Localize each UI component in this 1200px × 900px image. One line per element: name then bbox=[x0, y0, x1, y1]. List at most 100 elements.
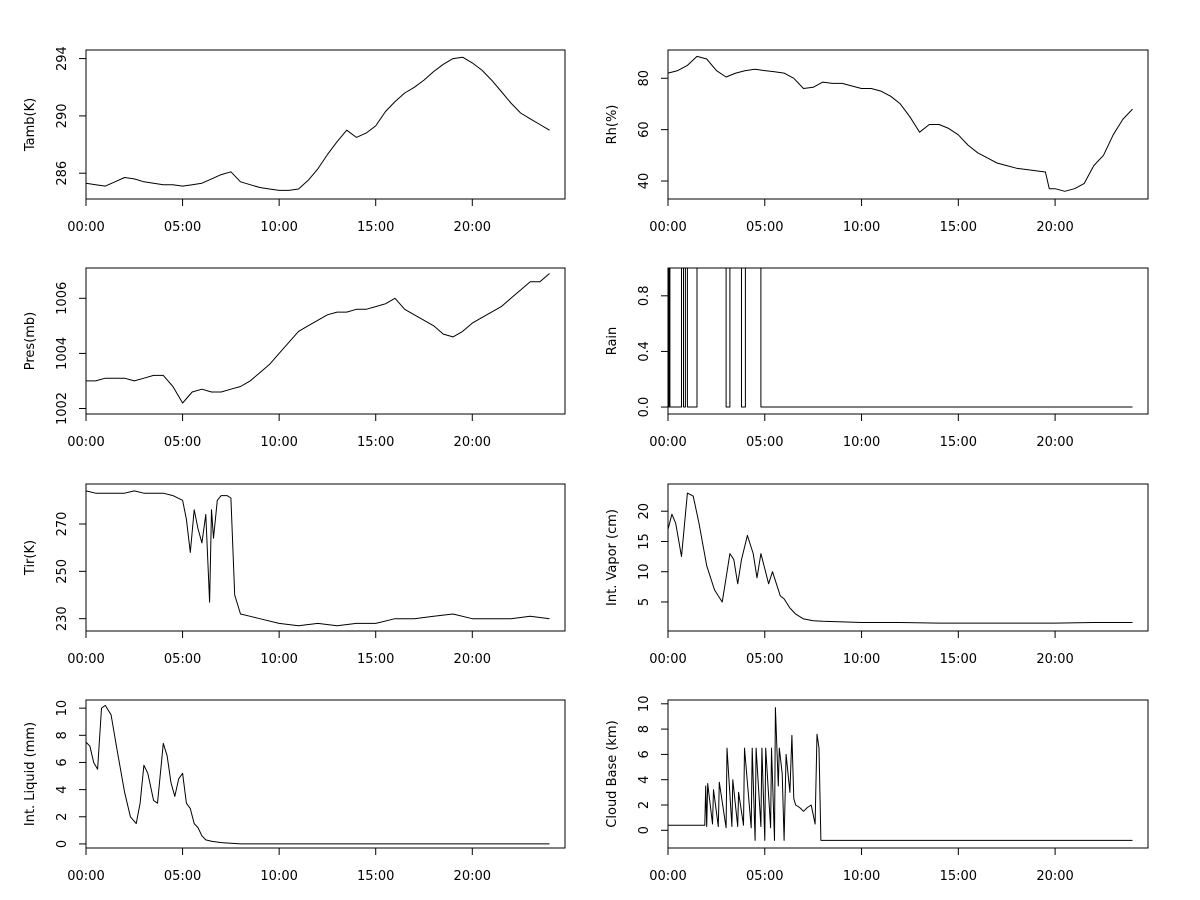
x-tick-label: 00:00 bbox=[649, 652, 686, 667]
y-tick-label: 8 bbox=[637, 725, 652, 733]
y-tick-label: 1006 bbox=[55, 282, 70, 315]
x-tick-label: 05:00 bbox=[746, 220, 783, 235]
x-tick-label: 15:00 bbox=[357, 652, 394, 667]
y-axis-label: Pres(mb) bbox=[23, 312, 38, 371]
y-tick-label: 4 bbox=[55, 785, 70, 793]
series-line bbox=[668, 267, 1133, 408]
x-tick-label: 05:00 bbox=[164, 652, 201, 667]
x-tick-label: 15:00 bbox=[940, 435, 977, 450]
y-tick-label: 20 bbox=[637, 503, 652, 520]
y-tick-label: 6 bbox=[637, 750, 652, 758]
x-tick-label: 00:00 bbox=[649, 220, 686, 235]
x-tick-label: 15:00 bbox=[940, 652, 977, 667]
series-line bbox=[85, 56, 550, 191]
plot-frame bbox=[667, 49, 1149, 200]
x-tick-label: 15:00 bbox=[357, 220, 394, 235]
x-tick-label: 00:00 bbox=[67, 220, 104, 235]
x-tick-label: 20:00 bbox=[454, 652, 491, 667]
y-tick-label: 2 bbox=[637, 801, 652, 809]
plot-frame bbox=[667, 699, 1149, 849]
y-tick-label: 2 bbox=[55, 813, 70, 821]
y-tick-label: 1002 bbox=[55, 392, 70, 425]
x-tick-label: 15:00 bbox=[940, 220, 977, 235]
y-tick-label: 4 bbox=[637, 776, 652, 784]
x-tick-label: 20:00 bbox=[1036, 869, 1073, 884]
y-tick-label: 8 bbox=[55, 731, 70, 739]
y-axis-label: Rain bbox=[605, 327, 620, 356]
x-tick-label: 05:00 bbox=[746, 652, 783, 667]
y-axis-label: Int. Vapor (cm) bbox=[605, 509, 620, 606]
y-tick-label: 1004 bbox=[55, 337, 70, 370]
x-tick-label: 10:00 bbox=[843, 220, 880, 235]
plot-frame bbox=[85, 267, 566, 415]
y-tick-label: 40 bbox=[637, 173, 652, 190]
y-tick-label: 294 bbox=[55, 46, 70, 71]
x-tick-label: 10:00 bbox=[843, 869, 880, 884]
y-tick-label: 0 bbox=[637, 826, 652, 834]
plot-frame bbox=[85, 699, 566, 849]
x-tick-label: 10:00 bbox=[260, 435, 297, 450]
x-tick-label: 10:00 bbox=[260, 220, 297, 235]
panel-5: 00:00 05:00 10:00 15:00 20:00 230 250 270 Tir(K) bbox=[23, 483, 566, 667]
x-tick-label: 20:00 bbox=[1036, 435, 1073, 450]
x-tick-label: 00:00 bbox=[67, 435, 104, 450]
x-tick-label: 00:00 bbox=[649, 869, 686, 884]
y-tick-label: 10 bbox=[55, 700, 70, 717]
panel-6: 00:00 05:00 10:00 15:00 20:00 5 10 15 20 Int. Vap… bbox=[605, 483, 1149, 667]
x-tick-label: 05:00 bbox=[746, 435, 783, 450]
x-tick-label: 10:00 bbox=[260, 869, 297, 884]
plot-frame bbox=[667, 483, 1149, 632]
plot-frame bbox=[85, 49, 566, 200]
y-tick-label: 10 bbox=[637, 563, 652, 580]
series-line bbox=[85, 704, 550, 845]
x-tick-label: 10:00 bbox=[843, 435, 880, 450]
panel-7: 00:00 05:00 10:00 15:00 20:00 0 2 4 6 8 10 Int. Liq… bbox=[23, 699, 566, 884]
series-line bbox=[668, 707, 1133, 841]
x-tick-label: 05:00 bbox=[164, 435, 201, 450]
y-tick-label: 230 bbox=[55, 606, 70, 631]
y-tick-label: 290 bbox=[55, 103, 70, 128]
panel-3: 00:00 05:00 10:00 15:00 20:00 1002 1004 1006 Pre… bbox=[23, 267, 566, 450]
y-tick-label: 0.8 bbox=[637, 285, 652, 306]
y-tick-label: 60 bbox=[637, 121, 652, 138]
x-tick-label: 00:00 bbox=[67, 869, 104, 884]
panel-2: 00:00 05:00 10:00 15:00 20:00 40 60 80 Rh(%) bbox=[605, 49, 1149, 235]
x-tick-label: 05:00 bbox=[164, 869, 201, 884]
x-tick-label: 20:00 bbox=[454, 435, 491, 450]
y-tick-label: 286 bbox=[55, 161, 70, 186]
y-tick-label: 250 bbox=[55, 559, 70, 584]
y-tick-label: 270 bbox=[55, 512, 70, 537]
panel-4: 00:00 05:00 10:00 15:00 20:00 0.0 0.4 0.8 Rain bbox=[605, 267, 1149, 450]
x-tick-label: 10:00 bbox=[843, 652, 880, 667]
x-tick-label: 05:00 bbox=[746, 869, 783, 884]
y-axis-label: Int. Liquid (mm) bbox=[23, 722, 38, 826]
panel-8: 00:00 05:00 10:00 15:00 20:00 0 2 4 6 8 10 Cloud Ba… bbox=[605, 696, 1149, 884]
plot-frame bbox=[667, 267, 1149, 415]
panel-1: 00:00 05:00 10:00 15:00 20:00 286 290 294 Tamb(K… bbox=[23, 46, 566, 235]
x-tick-label: 15:00 bbox=[940, 869, 977, 884]
y-tick-label: 0 bbox=[55, 840, 70, 848]
series-line bbox=[667, 492, 1133, 624]
y-tick-label: 80 bbox=[637, 70, 652, 87]
x-tick-label: 15:00 bbox=[357, 435, 394, 450]
x-tick-label: 10:00 bbox=[260, 652, 297, 667]
y-tick-label: 0.0 bbox=[637, 397, 652, 418]
y-tick-label: 6 bbox=[55, 758, 70, 766]
plot-frame bbox=[85, 483, 566, 632]
y-tick-label: 5 bbox=[637, 598, 652, 606]
y-axis-label: Cloud Base (km) bbox=[605, 720, 620, 827]
y-tick-label: 0.4 bbox=[637, 341, 652, 362]
x-tick-label: 20:00 bbox=[1036, 652, 1073, 667]
x-tick-label: 20:00 bbox=[454, 220, 491, 235]
y-axis-label: Tamb(K) bbox=[23, 98, 38, 152]
series-line bbox=[667, 55, 1133, 192]
x-tick-label: 20:00 bbox=[1036, 220, 1073, 235]
x-tick-label: 00:00 bbox=[67, 652, 104, 667]
series-line bbox=[85, 490, 550, 627]
x-tick-label: 20:00 bbox=[454, 869, 491, 884]
y-tick-label: 15 bbox=[637, 533, 652, 550]
y-axis-label: Rh(%) bbox=[605, 105, 620, 145]
x-tick-label: 05:00 bbox=[164, 220, 201, 235]
y-axis-label: Tir(K) bbox=[23, 540, 38, 576]
